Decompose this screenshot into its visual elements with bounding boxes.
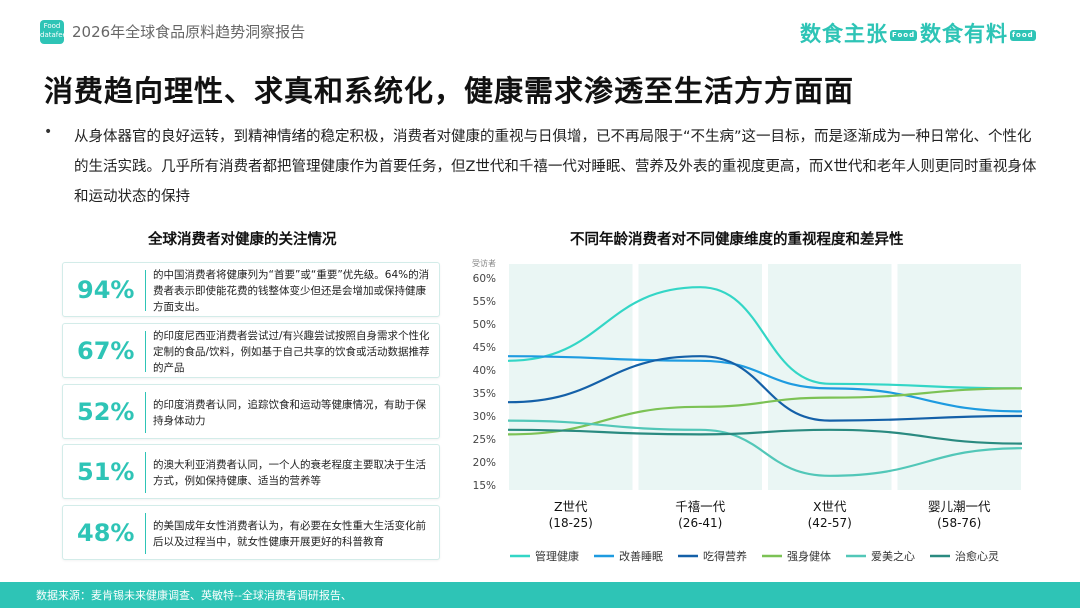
stat-description: 的印度尼西亚消费者尝试过/有兴趣尝试按照自身需求个性化定制的食品/饮料，例如基于…: [153, 329, 430, 374]
brand-left-name: 数食主张: [800, 22, 888, 46]
stat-card: 51% 的澳大利亚消费者认同，一个人的衰老程度主要取决于生活方式，例如保持健康、…: [62, 444, 440, 499]
x-category-range: (26-41): [678, 516, 722, 530]
legend-label: 爱美之心: [871, 549, 915, 563]
stat-percent: 48%: [77, 519, 135, 547]
legend-label: 强身健体: [787, 549, 831, 563]
y-tick-label: 60%: [473, 273, 496, 285]
left-section-title: 全球消费者对健康的关注情况: [148, 232, 337, 248]
stat-percent: 94%: [77, 276, 135, 304]
x-category-label: Z世代: [554, 499, 588, 514]
x-category-label: X世代: [813, 499, 847, 514]
brand-left-badge: Food: [890, 29, 918, 41]
stat-description: 的澳大利亚消费者认同，一个人的衰老程度主要取决于生活方式，例如保持健康、适当的营…: [153, 458, 426, 487]
stat-percent: 67%: [77, 337, 135, 365]
category-band: [638, 264, 762, 490]
legend-label: 管理健康: [535, 549, 579, 563]
stat-description: 的美国成年女性消费者认为，有必要在女性重大生活变化前后以及过程当中，就女性健康开…: [153, 519, 426, 548]
data-source: 数据来源：麦肯锡未来健康调查、英敏特--全球消费者调研报告、: [36, 589, 352, 602]
category-band: [509, 264, 633, 490]
y-tick-label: 25%: [473, 434, 496, 446]
line-chart: 受访者 60% 55% 50% 45% 40% 35% 30% 25% 20% 15% Z世代 (18-…: [472, 258, 1023, 563]
series-line: [507, 355, 1023, 422]
stat-divider: [145, 270, 146, 311]
stat-card: 94% 的中国消费者将健康列为“首要”或“重要”优先级。64%的消费者表示即使能…: [62, 262, 440, 317]
intro-paragraph: 从身体器官的良好运转，到精神情绪的稳定积极，消费者对健康的重视与日俱增，已不再局…: [74, 129, 1037, 205]
stat-divider: [145, 331, 146, 372]
report-logo: Food datafeed: [40, 20, 71, 44]
stat-divider: [145, 513, 146, 554]
series-line: [507, 286, 1023, 390]
top-bar: Food datafeed 2026年全球食品原料趋势洞察报告 数食主张 Food…: [0, 0, 1080, 62]
bullet-dot: •: [44, 124, 53, 140]
page-headline: 消费趋向理性、求真和系统化，健康需求渗透至生活方方面面: [44, 74, 855, 108]
y-tick-label: 45%: [473, 342, 496, 354]
x-category-range: (58-76): [937, 516, 981, 530]
legend-label: 吃得营养: [703, 549, 747, 563]
stat-divider: [145, 392, 146, 433]
y-tick-label: 15%: [473, 480, 496, 492]
brand-logo-left: 数食主张 Food: [800, 18, 918, 48]
brand-logo-right: 数食有料 food: [920, 18, 1036, 48]
stat-divider: [145, 452, 146, 493]
stat-card: 52% 的印度消费者认同，追踪饮食和运动等健康情况，有助于保持身体动力: [62, 384, 440, 439]
brand-right-name: 数食有料: [920, 22, 1008, 46]
x-category-label: 婴儿潮一代: [928, 499, 991, 514]
brand-right-badge: food: [1010, 29, 1036, 41]
y-axis-label: 受访者: [472, 258, 496, 268]
stat-card: 67% 的印度尼西亚消费者尝试过/有兴趣尝试按照自身需求个性化定制的食品/饮料，…: [62, 323, 440, 378]
series-line: [507, 428, 1023, 445]
stat-description: 的印度消费者认同，追踪饮食和运动等健康情况，有助于保持身体动力: [153, 398, 426, 427]
legend-label: 治愈心灵: [955, 549, 999, 563]
stat-percent: 52%: [77, 398, 135, 426]
series-line: [507, 355, 1023, 413]
y-tick-label: 35%: [473, 388, 496, 400]
category-band: [768, 264, 892, 490]
x-category-range: (18-25): [549, 516, 593, 530]
legend-label: 改善睡眠: [619, 549, 663, 563]
footer-bar: 数据来源：麦肯锡未来健康调查、英敏特--全球消费者调研报告、: [0, 582, 1080, 608]
x-category-label: 千禧一代: [675, 499, 726, 514]
y-tick-label: 50%: [473, 319, 496, 331]
stat-description: 的中国消费者将健康列为“首要”或“重要”优先级。64%的消费者表示即使能花费的钱…: [153, 268, 430, 313]
y-tick-label: 30%: [473, 411, 496, 423]
report-title: 2026年全球食品原料趋势洞察报告: [72, 23, 306, 41]
series-line: [507, 387, 1023, 436]
stat-card: 48% 的美国成年女性消费者认为，有必要在女性重大生活变化前后以及过程当中，就女…: [62, 505, 440, 560]
x-category-range: (42-57): [808, 516, 852, 530]
y-tick-label: 40%: [473, 365, 496, 377]
y-tick-label: 20%: [473, 457, 496, 469]
stat-percent: 51%: [77, 458, 135, 486]
category-band: [897, 264, 1021, 490]
y-tick-label: 55%: [473, 296, 496, 308]
chart-title: 不同年龄消费者对不同健康维度的重视程度和差异性: [570, 232, 904, 248]
series-line: [507, 419, 1023, 477]
